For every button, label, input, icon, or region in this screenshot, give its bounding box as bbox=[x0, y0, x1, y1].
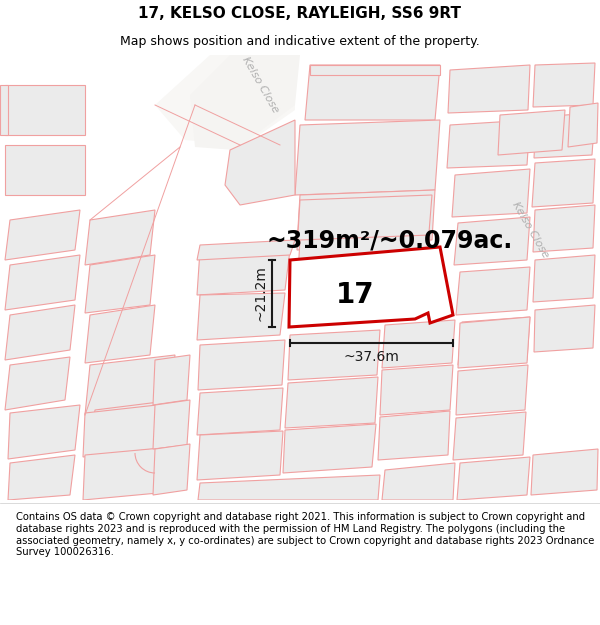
Polygon shape bbox=[197, 388, 283, 435]
Text: ~319m²/~0.079ac.: ~319m²/~0.079ac. bbox=[267, 228, 513, 252]
Polygon shape bbox=[295, 120, 440, 195]
Text: Contains OS data © Crown copyright and database right 2021. This information is : Contains OS data © Crown copyright and d… bbox=[16, 512, 595, 558]
Text: ~21.2m: ~21.2m bbox=[253, 266, 267, 321]
Polygon shape bbox=[380, 365, 453, 415]
Polygon shape bbox=[198, 475, 380, 500]
Polygon shape bbox=[85, 355, 175, 415]
Polygon shape bbox=[532, 159, 595, 207]
Polygon shape bbox=[297, 235, 430, 290]
Polygon shape bbox=[458, 317, 530, 365]
Text: Map shows position and indicative extent of the property.: Map shows position and indicative extent… bbox=[120, 35, 480, 48]
Polygon shape bbox=[190, 55, 300, 150]
Polygon shape bbox=[85, 305, 155, 363]
Polygon shape bbox=[533, 205, 595, 252]
Polygon shape bbox=[289, 247, 453, 327]
Polygon shape bbox=[8, 405, 80, 459]
Text: Kelso Close: Kelso Close bbox=[510, 200, 550, 260]
Polygon shape bbox=[458, 317, 530, 368]
Polygon shape bbox=[153, 355, 190, 405]
Polygon shape bbox=[153, 400, 190, 449]
Polygon shape bbox=[285, 377, 378, 428]
Polygon shape bbox=[155, 55, 295, 145]
Polygon shape bbox=[297, 190, 435, 245]
Polygon shape bbox=[5, 145, 85, 195]
Polygon shape bbox=[197, 250, 290, 295]
Polygon shape bbox=[382, 320, 455, 368]
Polygon shape bbox=[288, 330, 380, 380]
Polygon shape bbox=[83, 403, 175, 457]
Polygon shape bbox=[378, 411, 450, 460]
Polygon shape bbox=[498, 110, 565, 155]
Polygon shape bbox=[8, 455, 75, 500]
Polygon shape bbox=[83, 447, 172, 500]
Polygon shape bbox=[457, 457, 530, 500]
Polygon shape bbox=[454, 217, 530, 265]
Polygon shape bbox=[85, 210, 155, 265]
Polygon shape bbox=[197, 240, 295, 260]
Polygon shape bbox=[197, 431, 283, 480]
Polygon shape bbox=[197, 293, 285, 340]
Polygon shape bbox=[453, 412, 526, 460]
Polygon shape bbox=[531, 449, 598, 495]
Polygon shape bbox=[447, 120, 530, 168]
Text: 17: 17 bbox=[335, 281, 374, 309]
Polygon shape bbox=[0, 85, 8, 135]
Polygon shape bbox=[153, 444, 190, 495]
Text: Kelso Close: Kelso Close bbox=[240, 55, 280, 115]
Polygon shape bbox=[448, 65, 530, 113]
Polygon shape bbox=[297, 195, 432, 250]
Polygon shape bbox=[534, 305, 595, 352]
Polygon shape bbox=[452, 169, 530, 217]
Polygon shape bbox=[5, 357, 70, 410]
Polygon shape bbox=[225, 120, 295, 205]
Polygon shape bbox=[283, 424, 376, 473]
Polygon shape bbox=[456, 267, 530, 315]
Polygon shape bbox=[305, 65, 440, 120]
Polygon shape bbox=[568, 103, 598, 147]
Polygon shape bbox=[5, 305, 75, 360]
Polygon shape bbox=[533, 255, 595, 302]
Polygon shape bbox=[85, 255, 155, 313]
Polygon shape bbox=[533, 63, 595, 107]
Polygon shape bbox=[88, 400, 175, 455]
Polygon shape bbox=[5, 85, 85, 135]
Text: 17, KELSO CLOSE, RAYLEIGH, SS6 9RT: 17, KELSO CLOSE, RAYLEIGH, SS6 9RT bbox=[139, 6, 461, 21]
Polygon shape bbox=[534, 113, 595, 158]
Polygon shape bbox=[382, 463, 455, 500]
Polygon shape bbox=[198, 340, 285, 390]
Text: ~37.6m: ~37.6m bbox=[344, 350, 400, 364]
Polygon shape bbox=[310, 65, 440, 75]
Polygon shape bbox=[5, 255, 80, 310]
Polygon shape bbox=[456, 365, 528, 415]
Polygon shape bbox=[5, 210, 80, 260]
